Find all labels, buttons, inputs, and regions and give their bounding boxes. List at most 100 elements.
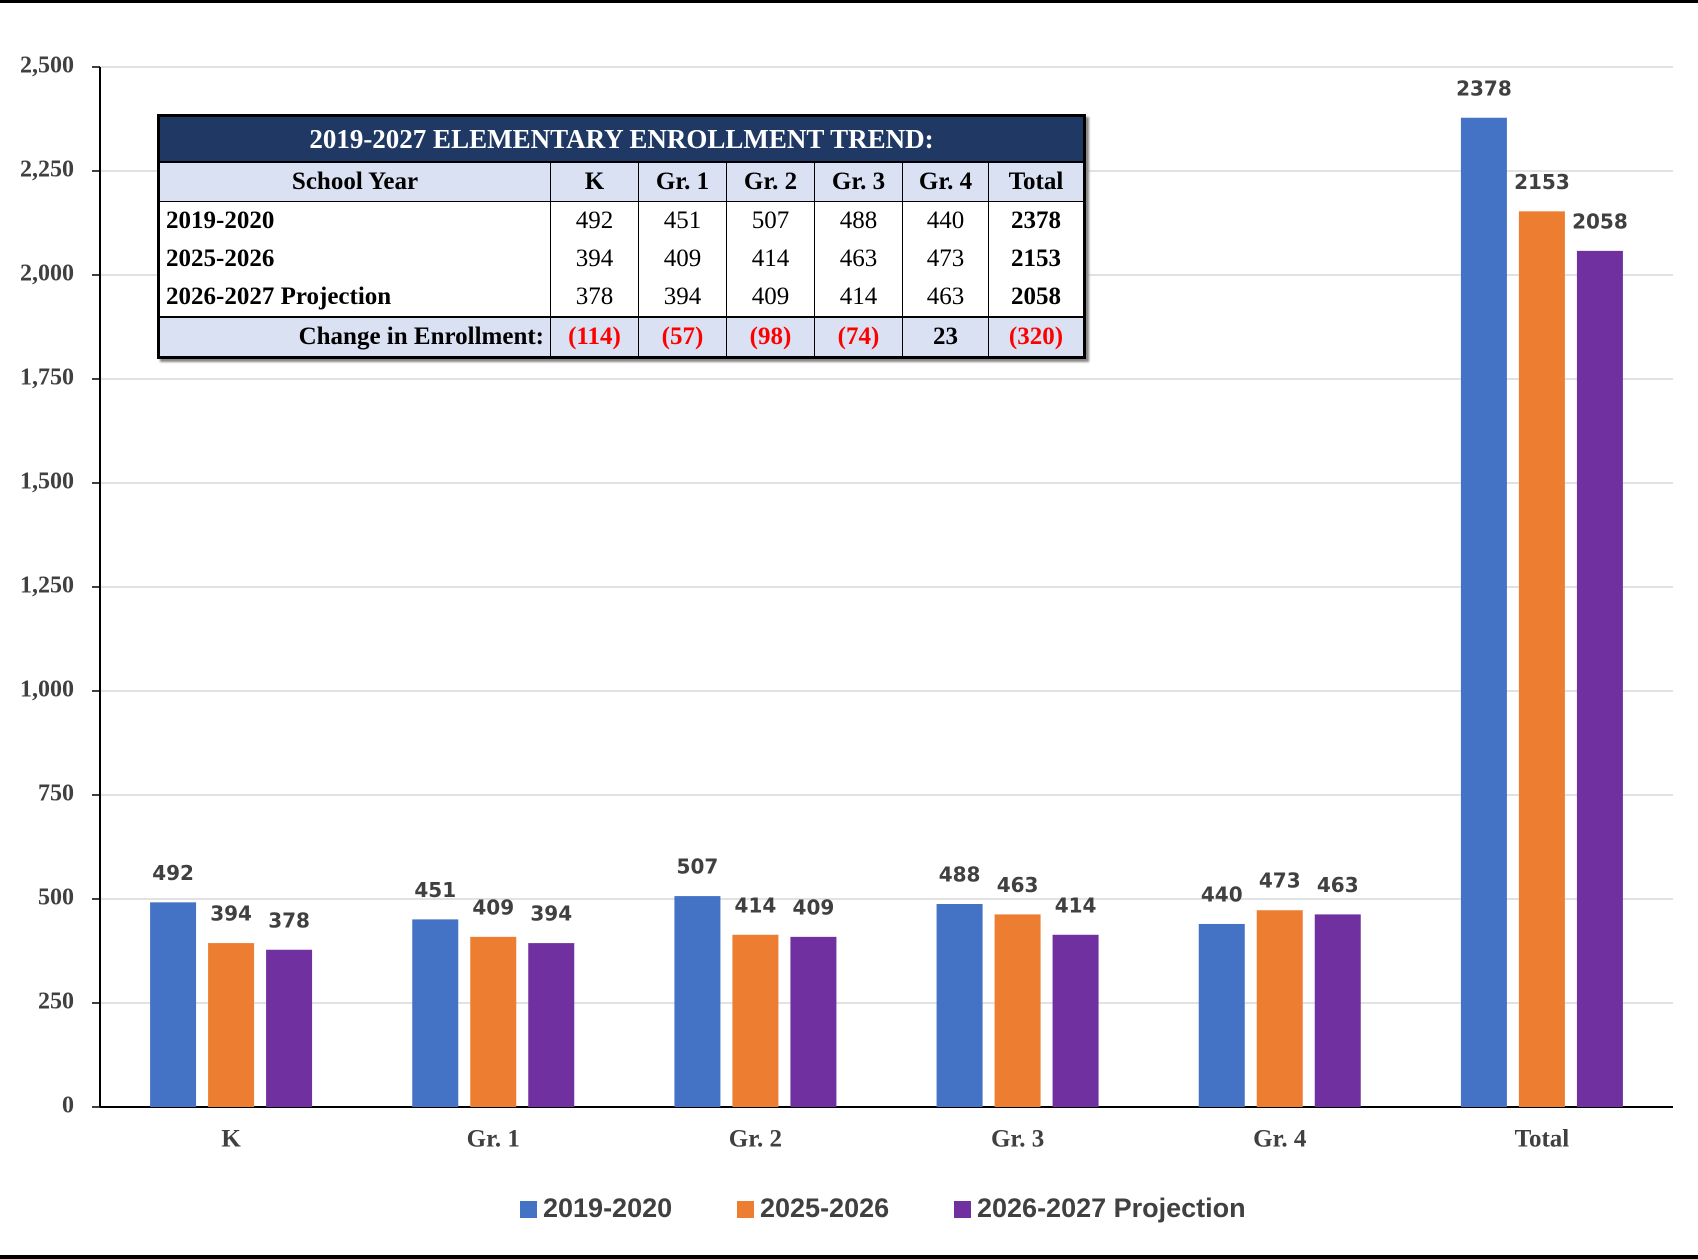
data-label: 463 <box>1317 873 1359 897</box>
bar <box>936 903 983 1107</box>
legend-label: 2026-2027 Projection <box>977 1193 1246 1223</box>
data-label: 394 <box>530 902 572 926</box>
table-title: 2019-2027 ELEMENTARY ENROLLMENT TREND: <box>158 115 1085 163</box>
x-tick-label: Total <box>1515 1126 1570 1153</box>
header-cell: Gr. 4 <box>902 161 989 202</box>
bottom-border <box>0 1255 1698 1259</box>
table-cell: 378 <box>550 278 639 317</box>
x-tick-label: K <box>221 1126 241 1153</box>
table-cell: (74) <box>814 316 903 358</box>
table-cell: 2026-2027 Projection <box>158 278 551 317</box>
top-border <box>0 0 1698 3</box>
table-cell: 23 <box>902 316 989 358</box>
data-row: 2025-2026 394 409 414 463 473 2153 <box>158 240 1085 278</box>
table-cell: (114) <box>550 316 639 358</box>
x-tick-label: Gr. 1 <box>467 1126 520 1153</box>
bar <box>208 943 255 1107</box>
header-row: School Year K Gr. 1 Gr. 2 Gr. 3 Gr. 4 Total <box>158 161 1085 202</box>
header-cell: Gr. 2 <box>726 161 815 202</box>
y-tick-label: 1,750 <box>20 365 74 391</box>
x-tick-label: Gr. 3 <box>991 1126 1044 1153</box>
table-cell: 2378 <box>988 201 1085 240</box>
bar <box>528 943 575 1107</box>
header-cell: K <box>550 161 639 202</box>
legend-swatch <box>737 1201 754 1218</box>
y-tick-label: 2,250 <box>20 157 74 183</box>
table-cell: 463 <box>814 240 903 278</box>
data-label: 492 <box>152 861 194 885</box>
bar <box>1518 211 1565 1108</box>
y-tick-label: 0 <box>62 1093 74 1119</box>
table-cell: 492 <box>550 201 639 240</box>
legend-swatch <box>520 1201 537 1218</box>
bar <box>1256 910 1303 1107</box>
data-label: 2153 <box>1514 170 1570 194</box>
title-row: 2019-2027 ELEMENTARY ENROLLMENT TREND: <box>158 115 1085 163</box>
table-cell: 2058 <box>988 278 1085 317</box>
table-cell: 488 <box>814 201 903 240</box>
data-row: 2026-2027 Projection 378 394 409 414 463 2058 <box>158 278 1085 317</box>
table-cell: (320) <box>988 316 1085 358</box>
bar <box>1460 117 1507 1107</box>
bar <box>1576 250 1623 1107</box>
header-cell: Total <box>988 161 1085 202</box>
table-cell: 394 <box>638 278 727 317</box>
y-tick-label: 500 <box>38 885 74 911</box>
table-cell: (98) <box>726 316 815 358</box>
header-cell: School Year <box>158 161 551 202</box>
header-cell: Gr. 3 <box>814 161 903 202</box>
legend-swatch <box>954 1201 971 1218</box>
data-label: 378 <box>268 908 310 932</box>
bar <box>790 936 837 1107</box>
y-tick-label: 2,500 <box>20 53 74 79</box>
data-label: 2058 <box>1572 209 1628 233</box>
bar <box>412 919 459 1107</box>
data-label: 507 <box>677 855 719 879</box>
y-tick-label: 1,000 <box>20 677 74 703</box>
table-cell: 414 <box>814 278 903 317</box>
y-tick-label: 750 <box>38 781 74 807</box>
table-cell: 409 <box>638 240 727 278</box>
bar <box>994 914 1041 1107</box>
bar <box>732 934 779 1107</box>
table-cell: 440 <box>902 201 989 240</box>
table-cell: 414 <box>726 240 815 278</box>
data-label: 463 <box>997 873 1039 897</box>
table-cell: 451 <box>638 201 727 240</box>
y-tick-label: 1,250 <box>20 573 74 599</box>
bar <box>1314 914 1361 1107</box>
y-tick-label: 250 <box>38 989 74 1015</box>
enrollment-table: 2019-2027 ELEMENTARY ENROLLMENT TREND: Sc… <box>157 114 1086 359</box>
data-label: 394 <box>210 902 252 926</box>
data-label: 451 <box>414 878 456 902</box>
change-row: Change in Enrollment: (114) (57) (98) (74) 23… <box>158 316 1085 358</box>
data-label: 409 <box>793 895 835 919</box>
table-cell: 394 <box>550 240 639 278</box>
table-cell: 2019-2020 <box>158 201 551 240</box>
y-tick-label: 1,500 <box>20 469 74 495</box>
data-label: 414 <box>735 893 777 917</box>
data-label: 409 <box>472 895 514 919</box>
header-cell: Gr. 1 <box>638 161 727 202</box>
y-tick-label: 2,000 <box>20 261 74 287</box>
data-row: 2019-2020 492 451 507 488 440 2378 <box>158 201 1085 240</box>
data-label: 488 <box>939 862 981 886</box>
bar <box>150 902 197 1107</box>
legend-label: 2025-2026 <box>760 1193 889 1223</box>
bar <box>674 896 721 1107</box>
table-cell: 463 <box>902 278 989 317</box>
bar <box>470 936 517 1107</box>
table-cell: 507 <box>726 201 815 240</box>
data-label: 473 <box>1259 869 1301 893</box>
table-cell: 409 <box>726 278 815 317</box>
table-cell: (57) <box>638 316 727 358</box>
data-label: 414 <box>1055 893 1097 917</box>
legend-label: 2019-2020 <box>543 1193 672 1223</box>
table-cell: 2153 <box>988 240 1085 278</box>
bar <box>1052 934 1099 1107</box>
table-cell: 2025-2026 <box>158 240 551 278</box>
data-label: 440 <box>1201 882 1243 906</box>
table-cell: Change in Enrollment: <box>158 316 551 358</box>
